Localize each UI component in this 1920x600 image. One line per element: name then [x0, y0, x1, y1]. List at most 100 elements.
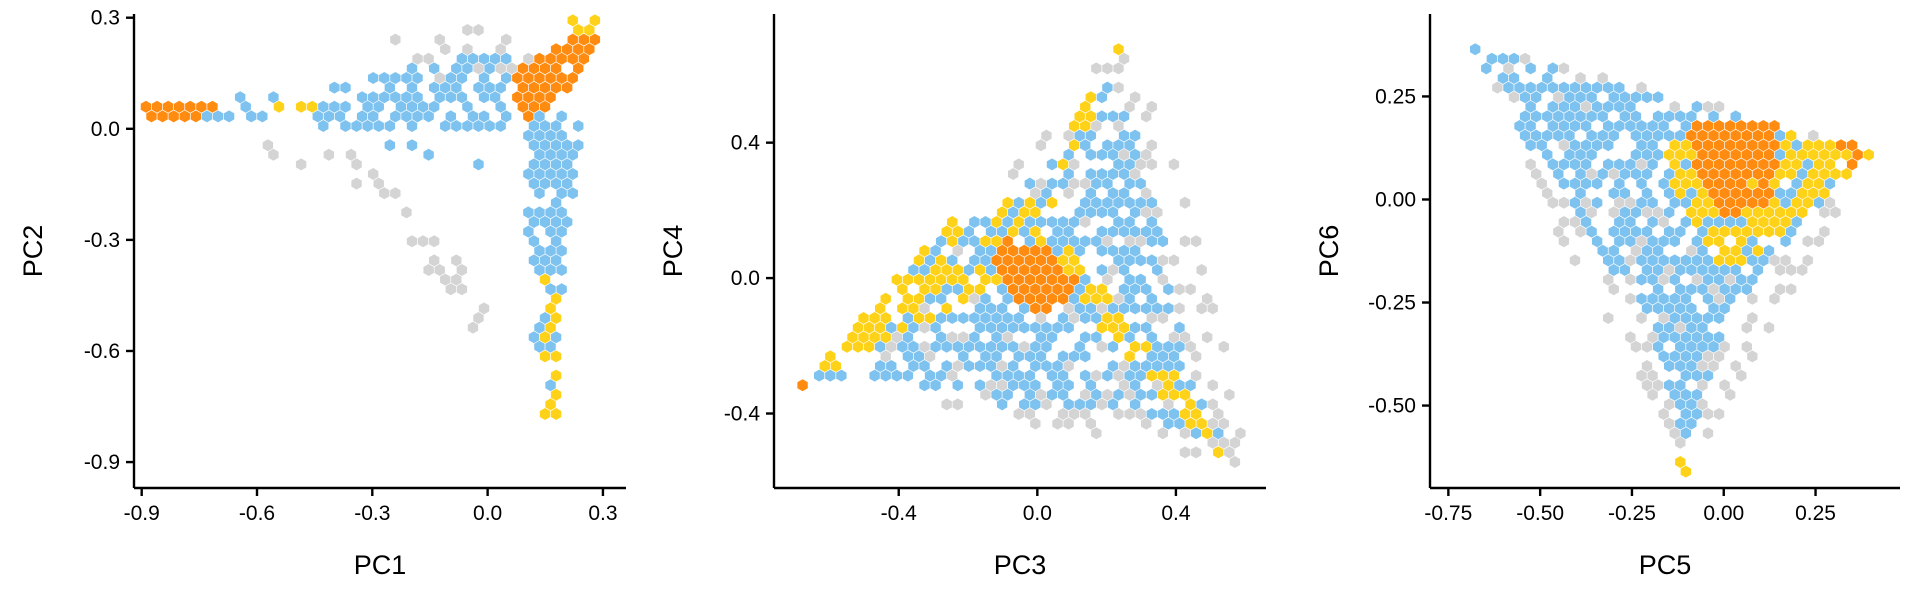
hexbin-blue — [1580, 216, 1592, 228]
hexbin-grey — [451, 254, 462, 267]
hexbin-blue — [528, 254, 540, 267]
hexbin-blue — [556, 110, 567, 123]
hexbin-yellow — [880, 292, 891, 305]
hexbin-blue — [919, 264, 930, 276]
hexbin-yellow — [1068, 120, 1080, 132]
hexbin-yellow — [1063, 264, 1074, 276]
hexbin-grey — [1713, 408, 1725, 420]
hexbin-yellow — [1708, 225, 1719, 238]
hexbin-orange — [1702, 139, 1714, 152]
hexbin-blue — [974, 360, 986, 372]
hexbin-orange — [556, 52, 567, 65]
hexbin-yellow — [1680, 465, 1692, 478]
hexbin-blue — [1174, 360, 1185, 372]
hexbin-blue — [1102, 139, 1113, 152]
hexbin-blue — [952, 283, 963, 296]
hexbin-blue — [1625, 100, 1636, 113]
hexbin-blue — [1708, 110, 1719, 123]
hexbin-blue — [495, 120, 506, 132]
hexbin-grey — [1569, 216, 1581, 228]
hexbin-grey — [1102, 62, 1113, 75]
y-axis-title: PC6 — [1314, 225, 1344, 278]
hexbin-blue — [1163, 360, 1174, 372]
hexbin-orange — [1041, 244, 1052, 257]
hexbin-blue — [1785, 225, 1797, 238]
hexbin-blue — [1096, 244, 1108, 257]
hexbin-blue — [1691, 254, 1703, 267]
hexbin-blue — [556, 129, 567, 142]
hexbin-blue — [1614, 100, 1625, 113]
hexbin-orange — [539, 100, 551, 113]
hexbin-yellow — [1758, 216, 1769, 228]
hexbin-orange — [1691, 158, 1703, 171]
hexbin-orange — [550, 43, 562, 56]
hexbin-blue — [406, 81, 418, 94]
hexbin-blue — [1530, 110, 1542, 123]
hexbin-grey — [1107, 264, 1119, 276]
hexbin-grey — [1780, 254, 1791, 267]
hexbin-blue — [1691, 388, 1703, 401]
hexbin-blue — [1057, 216, 1069, 228]
hexbin-yellow — [958, 292, 969, 305]
hexbin-blue — [969, 235, 980, 248]
hexbin-blue — [1603, 139, 1614, 152]
hexbin-blue — [1019, 321, 1030, 334]
hexbin-blue — [1052, 379, 1063, 392]
hexbin-yellow — [1179, 408, 1191, 420]
hexbin-grey — [1702, 350, 1714, 363]
hexbin-blue — [963, 264, 975, 276]
hexbin-blue — [1157, 408, 1169, 420]
hexbin-blue — [395, 100, 407, 113]
hexbin-orange — [1741, 187, 1752, 200]
hexbin-blue — [1497, 52, 1509, 65]
hexbin-blue — [1569, 158, 1581, 171]
hexbin-grey — [1141, 148, 1152, 161]
hexbin-blue — [1146, 408, 1157, 420]
hexbin-blue — [501, 72, 512, 84]
hexbin-blue — [1057, 350, 1069, 363]
hexbin-blue — [1013, 196, 1024, 209]
hexbin-grey — [1063, 187, 1074, 200]
hexbin-grey — [1686, 244, 1697, 257]
hexbin-blue — [947, 254, 958, 267]
hexbin-blue — [478, 91, 490, 104]
hexbin-yellow — [1736, 235, 1747, 248]
hexbin-blue — [257, 110, 268, 123]
hexbin-grey — [1157, 273, 1169, 286]
hexbin-yellow — [1141, 340, 1152, 353]
hexbin-yellow — [1669, 177, 1680, 190]
hexbin-yellow — [913, 312, 925, 324]
hexbin-grey — [1724, 273, 1736, 286]
hexbin-blue — [1702, 312, 1714, 324]
hexbin-yellow — [1752, 225, 1764, 238]
hexbin-grey — [1530, 168, 1542, 180]
hexbin-yellow — [980, 273, 991, 286]
hexbin-blue — [1625, 235, 1636, 248]
hexbin-blue — [1652, 340, 1664, 353]
hexbin-blue — [1780, 196, 1791, 209]
hexbin-blue — [1019, 302, 1030, 315]
hexbin-yellow — [1030, 225, 1041, 238]
hexbin-grey — [1558, 235, 1570, 248]
hexbin-yellow — [1813, 158, 1825, 171]
hexbin-blue — [528, 177, 540, 190]
hexbin-blue — [1580, 139, 1592, 152]
hexbin-grey — [1207, 436, 1218, 449]
hexbin-blue — [1057, 235, 1069, 248]
hexbin-blue — [1068, 350, 1080, 363]
hexbin-orange — [1007, 244, 1019, 257]
hexbin-blue — [539, 216, 551, 228]
hexbin-blue — [1030, 360, 1041, 372]
hexbin-blue — [561, 158, 573, 171]
hexbin-blue — [1030, 379, 1041, 392]
hexbin-orange — [523, 91, 534, 104]
hexbin-orange — [1719, 148, 1730, 161]
hexbin-orange — [539, 81, 551, 94]
hexbin-blue — [985, 360, 997, 372]
hexbin-blue — [1547, 158, 1558, 171]
hexbin-blue — [534, 168, 545, 180]
hexbin-orange — [1736, 196, 1747, 209]
hexbin-grey — [1608, 206, 1619, 219]
hexbin-blue — [1575, 148, 1586, 161]
hexbin-grey — [1819, 206, 1830, 219]
